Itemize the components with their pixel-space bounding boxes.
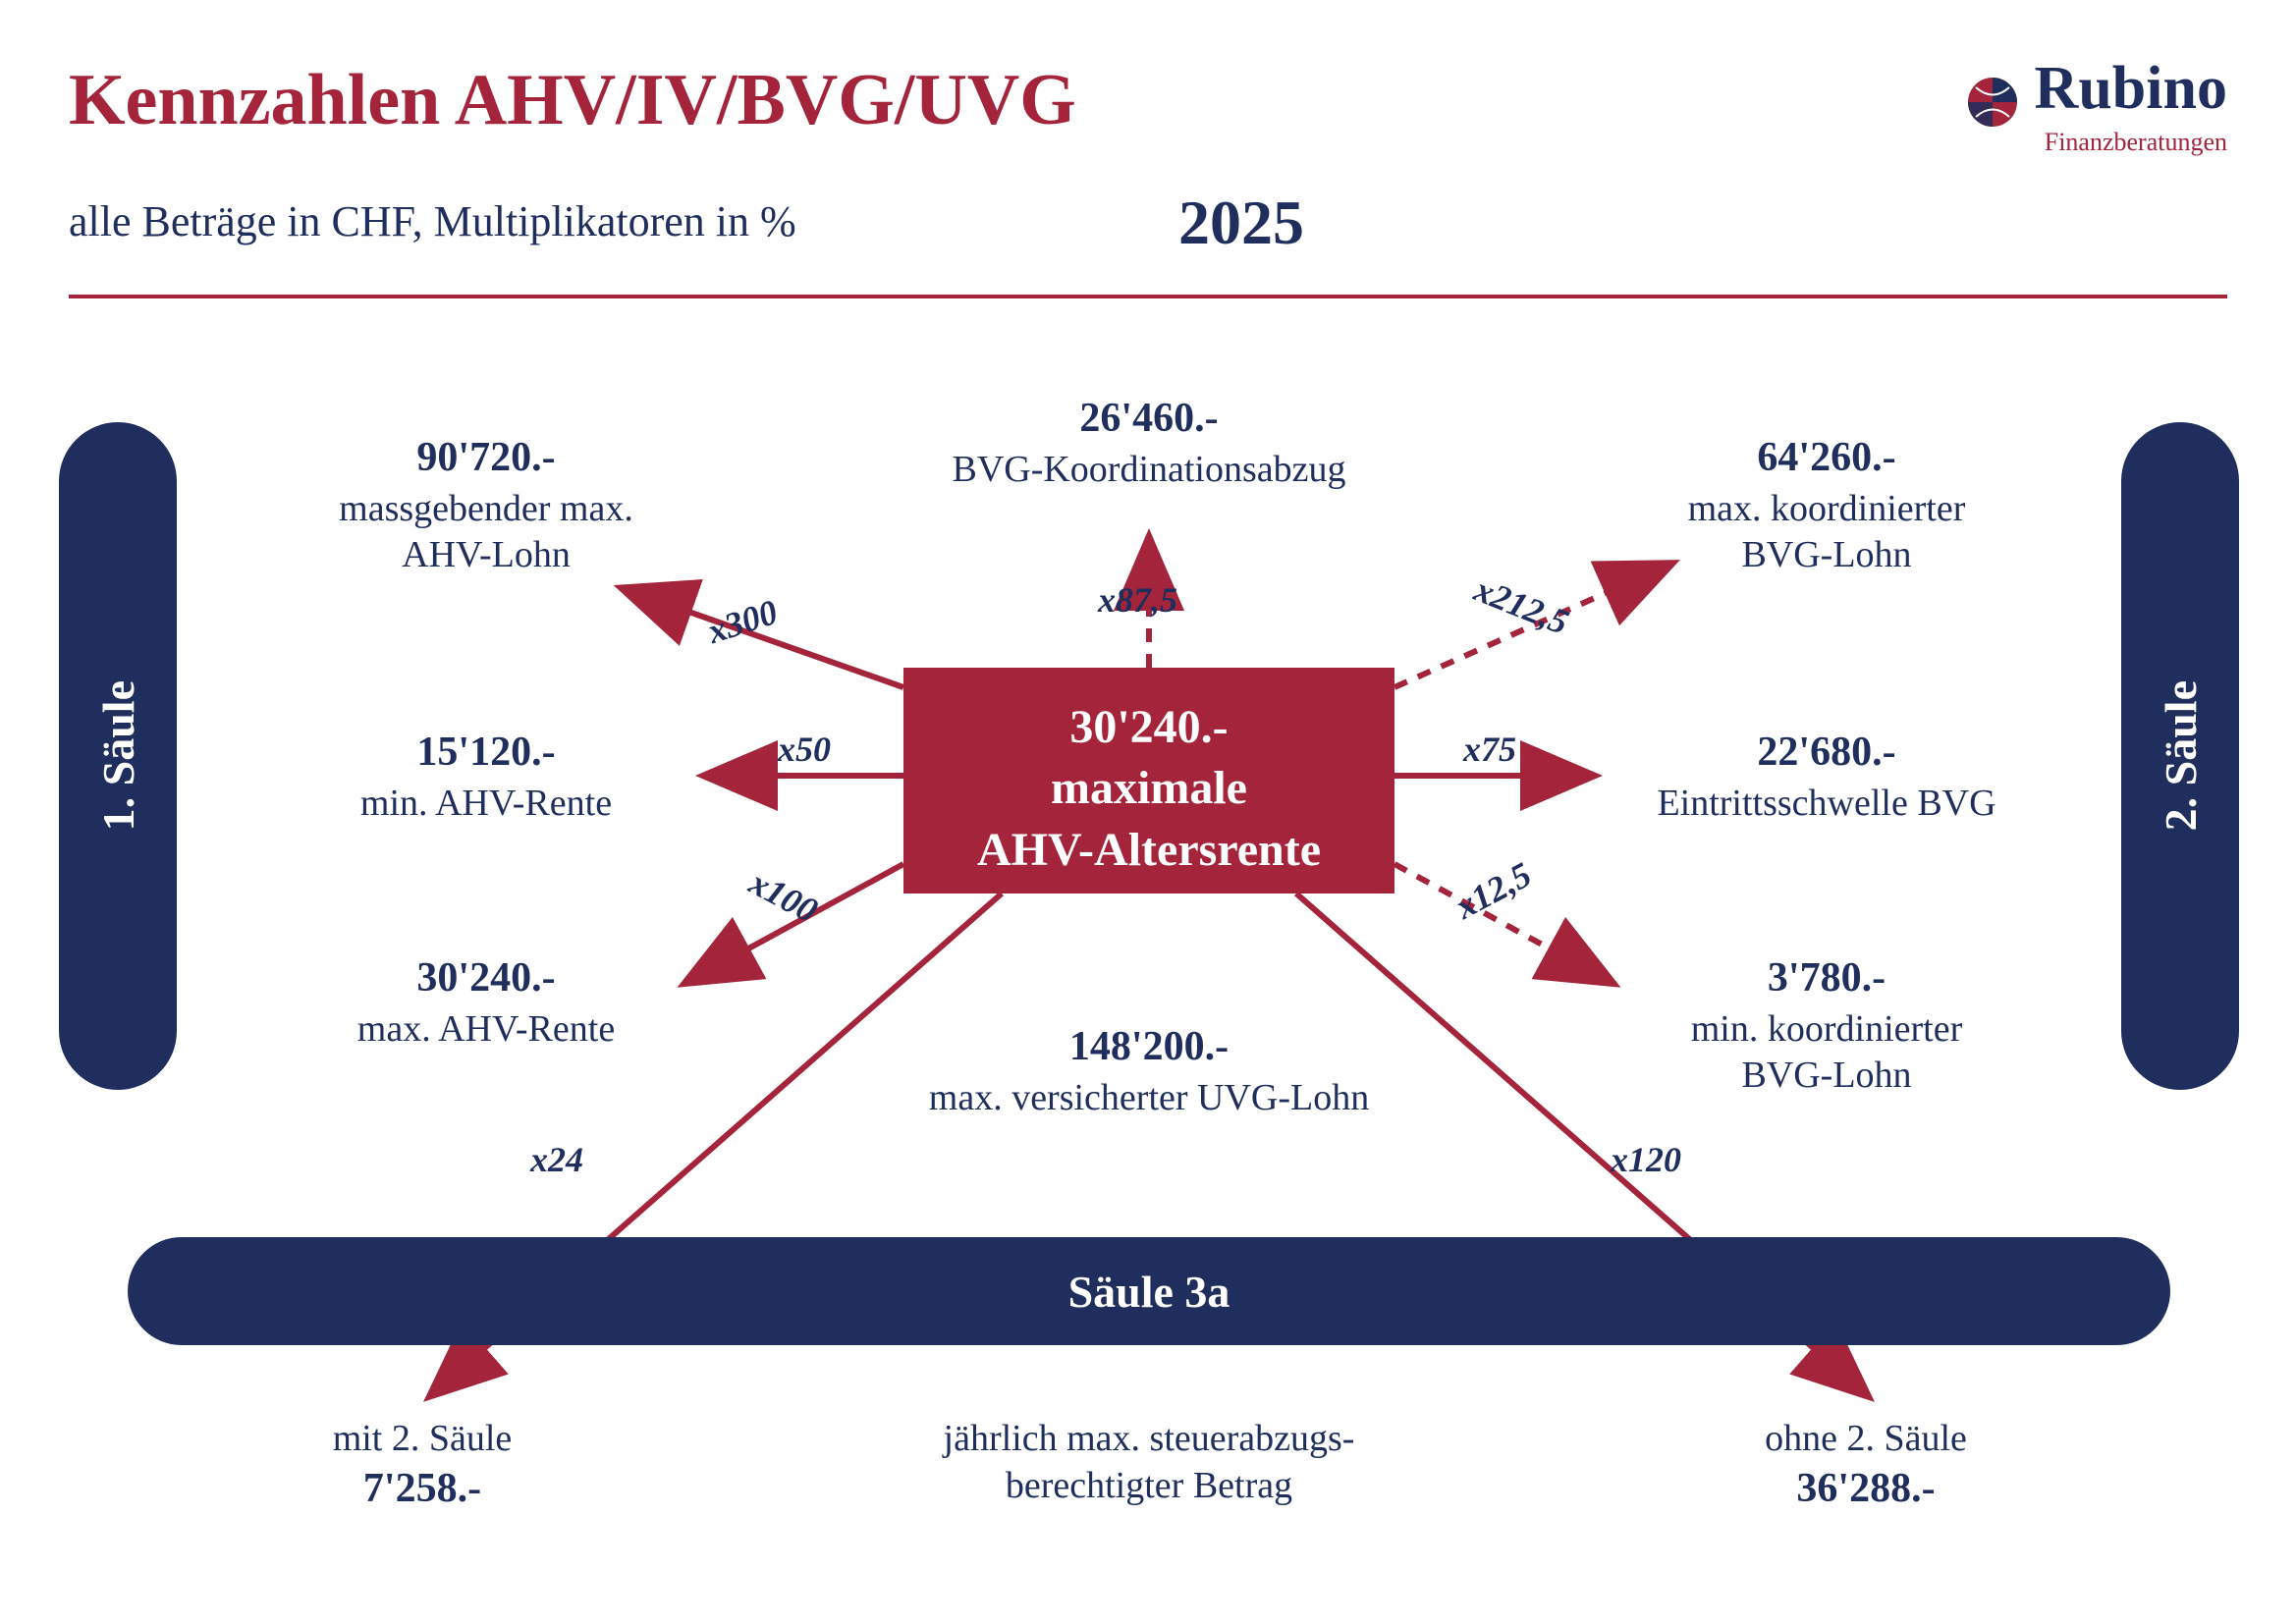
node-ahv-lohn: 90'720.-massgebender max.AHV-Lohn	[270, 432, 702, 579]
pillar-bottom: Säule 3a	[128, 1237, 2170, 1345]
node-value: 64'260.-	[1591, 432, 2062, 484]
mult-min-koord: x12,5	[1449, 853, 1538, 927]
node-desc: massgebender max.AHV-Lohn	[270, 486, 702, 579]
mult-bvg-koord: x87,5	[1098, 579, 1177, 621]
mult-ahv-lohn: x300	[702, 591, 782, 652]
year-label: 2025	[1178, 187, 1304, 259]
node-min-rente: 15'120.-min. AHV-Rente	[270, 727, 702, 827]
pillar-left: 1. Säule	[59, 422, 177, 1090]
node-value: 30'240.-	[270, 952, 702, 1004]
node-desc: BVG-Koordinationsabzug	[854, 447, 1444, 494]
node-desc: max. koordinierterBVG-Lohn	[1591, 486, 2062, 579]
mult-schwelle: x75	[1463, 729, 1516, 770]
node-uvg-lohn: 148'200.-max. versicherter UVG-Lohn	[805, 1021, 1493, 1121]
node-value: 15'120.-	[270, 727, 702, 779]
node-value: 22'680.-	[1591, 727, 2062, 779]
infographic-canvas: Kennzahlen AHV/IV/BVG/UVG alle Beträge i…	[0, 0, 2296, 1624]
node-desc: ohne 2. Säule	[1669, 1416, 2062, 1463]
node-value: 26'460.-	[854, 393, 1444, 445]
node-mit-saeule: mit 2. Säule7'258.-	[226, 1414, 619, 1514]
logo: Rubino Finanzberatungen	[1966, 54, 2227, 157]
node-desc: min. koordinierterBVG-Lohn	[1591, 1006, 2062, 1100]
mult-koord-lohn: x212,5	[1469, 568, 1575, 643]
node-desc: min. AHV-Rente	[270, 781, 702, 828]
pillar-right: 2. Säule	[2121, 422, 2239, 1090]
mult-ohne-saeule: x120	[1611, 1139, 1681, 1180]
node-schwelle: 22'680.-Eintrittsschwelle BVG	[1591, 727, 2062, 827]
header-rule	[69, 295, 2227, 298]
logo-brand: Rubino	[2035, 55, 2227, 122]
node-value: 7'258.-	[226, 1463, 619, 1515]
mult-max-rente: x100	[742, 862, 824, 932]
logo-icon	[1966, 76, 2019, 134]
node-value: 148'200.-	[805, 1021, 1493, 1073]
page-title: Kennzahlen AHV/IV/BVG/UVG	[69, 59, 1076, 142]
node-value: 36'288.-	[1669, 1463, 2062, 1515]
center-value-box: 30'240.-maximaleAHV-Altersrente	[903, 668, 1394, 893]
node-desc: Eintrittsschwelle BVG	[1591, 781, 2062, 828]
node-steuer: jährlich max. steuerabzugs-berechtigter …	[805, 1414, 1493, 1509]
page-subtitle: alle Beträge in CHF, Multiplikatoren in …	[69, 196, 796, 246]
center-line2: AHV-Altersrente	[943, 820, 1355, 881]
node-desc: mit 2. Säule	[226, 1416, 619, 1463]
center-line1: maximale	[943, 758, 1355, 819]
node-value: 3'780.-	[1591, 952, 2062, 1004]
center-value: 30'240.-	[943, 697, 1355, 758]
mult-min-rente: x50	[778, 729, 831, 770]
node-bvg-koord: 26'460.-BVG-Koordinationsabzug	[854, 393, 1444, 493]
node-desc: jährlich max. steuerabzugs-berechtigter …	[805, 1416, 1493, 1509]
mult-mit-saeule: x24	[530, 1139, 583, 1180]
node-max-rente: 30'240.-max. AHV-Rente	[270, 952, 702, 1053]
node-value: 90'720.-	[270, 432, 702, 484]
node-desc: max. versicherter UVG-Lohn	[805, 1075, 1493, 1122]
node-min-koord: 3'780.-min. koordinierterBVG-Lohn	[1591, 952, 2062, 1100]
node-ohne-saeule: ohne 2. Säule36'288.-	[1669, 1414, 2062, 1514]
node-koord-lohn: 64'260.-max. koordinierterBVG-Lohn	[1591, 432, 2062, 579]
node-desc: max. AHV-Rente	[270, 1006, 702, 1054]
